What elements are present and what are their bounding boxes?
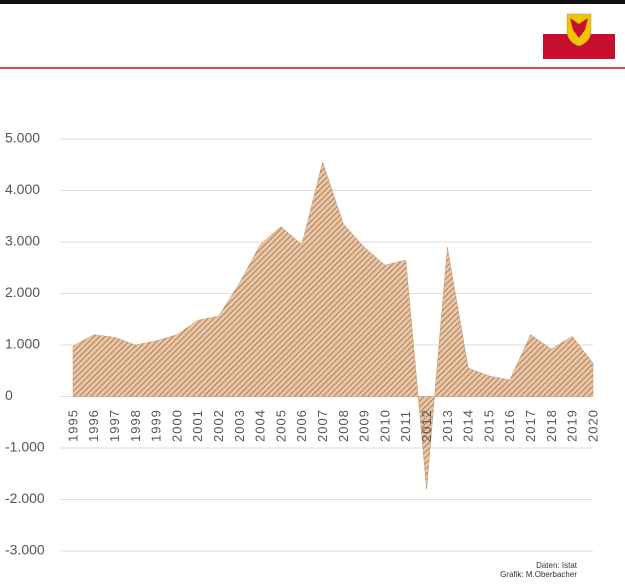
x-tick-label: 2011 [398,410,413,442]
x-tick-label: 2010 [377,409,392,442]
x-tick-label: 2000 [169,409,184,442]
x-tick-label: 2013 [440,409,455,442]
y-tick-label: 2.000 [5,284,40,300]
annotation: Daten: Istat [536,561,578,570]
x-tick-label: 1996 [86,409,101,442]
x-tick-label: 2005 [273,409,288,442]
y-tick-label: 3.000 [5,233,40,249]
x-tick-label: 2007 [315,409,330,442]
y-tick-label: -1.000 [5,439,45,455]
flag-logo [543,10,615,59]
y-tick-label: -2.000 [5,490,45,506]
y-tick-label: 0 [5,387,13,403]
x-tick-label: 2020 [585,409,600,442]
x-tick-label: 2016 [502,409,517,442]
annotation: Grafik: M.Oberbacher [500,570,577,579]
x-tick-label: 2015 [481,409,496,442]
x-tick-label: 1997 [107,409,122,442]
x-tick-label: 2018 [544,409,559,442]
x-tick-label: 2017 [523,409,538,442]
x-tick-label: 2006 [294,409,309,442]
x-tick-label: 1995 [65,409,80,442]
y-tick-label: 5.000 [5,130,40,146]
x-tick-label: 2009 [357,409,372,442]
x-tick-label: 2003 [232,409,247,442]
x-tick-label: 2001 [190,409,205,442]
x-tick-label: 2014 [461,409,476,442]
x-tick-label: 2012 [419,409,434,442]
y-tick-label: 4.000 [5,181,40,197]
y-tick-label: 1.000 [5,336,40,352]
y-tick-label: -3.000 [5,542,45,558]
x-tick-label: 2019 [565,409,580,442]
area [72,161,594,490]
x-tick-label: 1999 [149,409,164,442]
x-tick-label: 2002 [211,409,226,442]
x-tick-label: 2004 [253,409,268,442]
header-border [0,0,625,4]
x-tick-label: 1998 [128,409,143,442]
x-tick-label: 2008 [336,409,351,442]
